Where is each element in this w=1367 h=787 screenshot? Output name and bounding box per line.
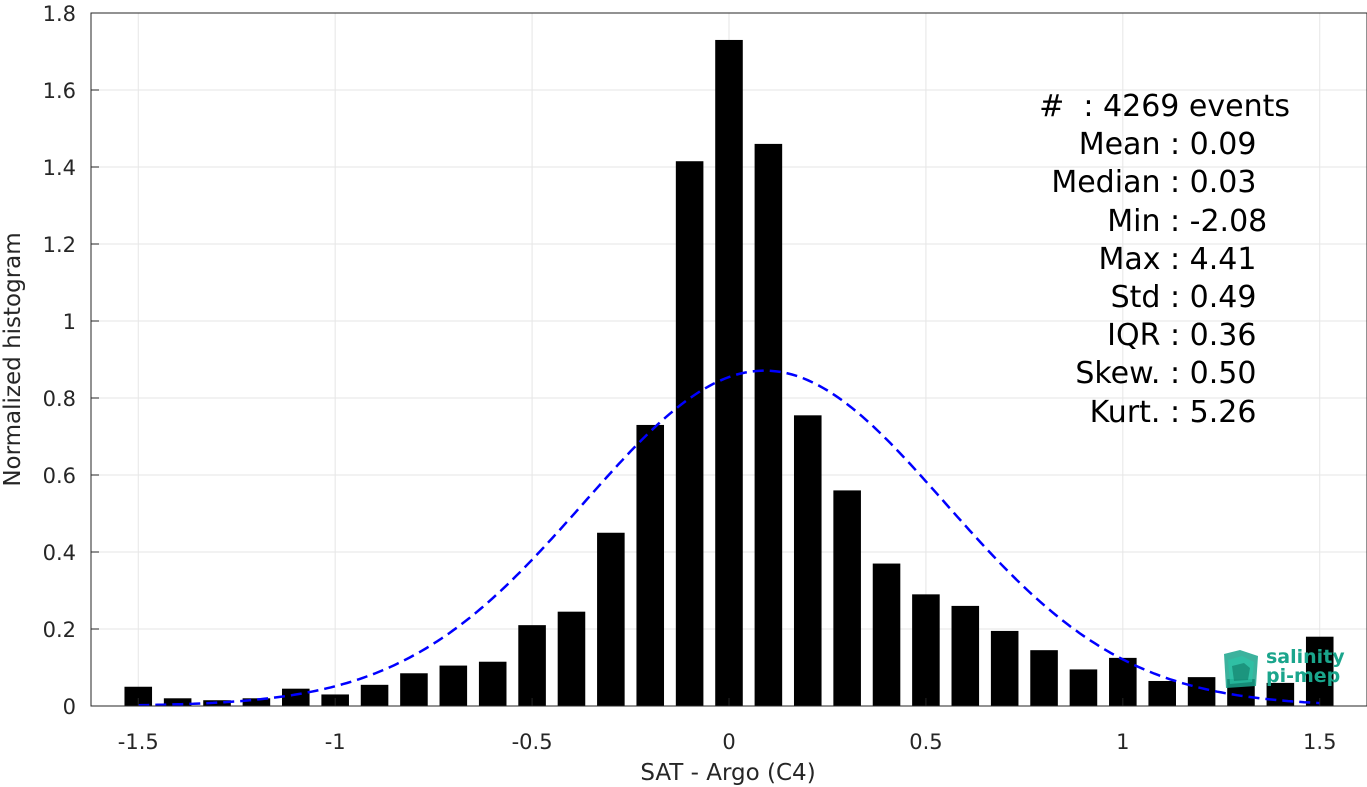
stat-value: : 4269 events: [1083, 89, 1290, 124]
stat-row-skew: Skew. : 0.50: [900, 355, 1290, 393]
axis-ticks: -1.5 -1 -0.5 0 0.5 1 1.5 0 0.2 0.4 0.6 0.8 1 1.2 1.4 1.…: [43, 2, 1337, 754]
stat-row-count: # : 4269 events: [900, 88, 1290, 126]
stat-row-mean: Mean : 0.09: [900, 126, 1290, 164]
histogram-bar: [557, 611, 586, 706]
stat-value: : 0.03: [1170, 165, 1257, 201]
y-tick-label: 0.6: [43, 464, 76, 488]
stat-value: : 0.50: [1170, 356, 1257, 392]
stat-row-max: Max : 4.41: [900, 241, 1290, 279]
x-tick-label: 0.5: [909, 730, 942, 754]
histogram-bar: [439, 665, 468, 706]
y-tick-label: 1.8: [43, 2, 76, 26]
histogram-bar: [242, 698, 271, 706]
stat-value: : 4.41: [1170, 241, 1257, 277]
stat-row-median: Median : 0.03: [900, 164, 1290, 202]
normal-fit-curve: [138, 369, 1320, 707]
stat-key: #: [1039, 89, 1084, 124]
stat-key: IQR: [1107, 318, 1170, 354]
logo-wave-icon: [1224, 650, 1258, 688]
logo-line1: salinity: [1266, 646, 1345, 668]
y-tick-label: 0: [63, 695, 76, 719]
logo-text: salinity pi-mep: [1266, 648, 1345, 686]
histogram-bar: [124, 686, 153, 706]
y-tick-label: 1.6: [43, 79, 76, 103]
statistics-panel: # : 4269 events Mean : 0.09 Median : 0.0…: [900, 88, 1290, 432]
histogram-bar: [518, 625, 546, 706]
histogram-bar: [282, 688, 310, 706]
y-tick-label: 1.2: [43, 233, 76, 257]
stat-value: : 5.26: [1170, 394, 1257, 430]
histogram-bar: [951, 605, 980, 706]
stat-row-std: Std : 0.49: [900, 279, 1290, 317]
x-tick-label: 0: [722, 730, 735, 754]
stat-row-iqr: IQR : 0.36: [900, 317, 1290, 355]
stat-value: : 0.36: [1170, 318, 1257, 354]
histogram-bar: [1305, 636, 1334, 706]
histogram-bar: [636, 424, 665, 706]
stat-key: Max: [1098, 241, 1170, 277]
x-tick-label: -0.5: [512, 730, 553, 754]
y-tick-label: 0.4: [43, 541, 76, 565]
stat-value: : -2.08: [1170, 203, 1268, 239]
histogram-bar: [1187, 677, 1216, 706]
stat-key: Skew.: [1075, 356, 1170, 392]
stat-key: Min: [1107, 203, 1170, 239]
histogram-bar: [400, 673, 428, 706]
histogram-bar: [872, 563, 901, 706]
stat-key: Kurt.: [1089, 394, 1170, 430]
stat-row-min: Min : -2.08: [900, 203, 1290, 241]
histogram-bar: [1030, 650, 1058, 706]
histogram-bar: [1148, 680, 1176, 706]
histogram-bar: [675, 161, 704, 707]
y-tick-label: 1.4: [43, 156, 76, 180]
histogram-bar: [1109, 657, 1137, 706]
stat-value: : 0.49: [1170, 280, 1257, 316]
histogram-bar: [833, 490, 861, 706]
histogram-bar: [793, 415, 822, 706]
y-axis-label: Normalized histogram: [0, 232, 26, 486]
histogram-bar: [478, 661, 507, 706]
stat-key: Mean: [1078, 127, 1170, 163]
bars: [124, 39, 1334, 707]
salinity-pimep-logo: salinity pi-mep: [1218, 646, 1353, 696]
x-tick-label: -1: [325, 730, 346, 754]
histogram-bar: [163, 698, 192, 706]
x-tick-label: -1.5: [118, 730, 159, 754]
stat-key: Median: [1051, 165, 1170, 201]
histogram-bar: [1069, 669, 1098, 706]
histogram-bar: [597, 532, 625, 706]
stat-key: Std: [1110, 280, 1170, 316]
histogram-bar: [754, 143, 783, 706]
histogram-bar: [990, 630, 1019, 706]
y-tick-label: 0.2: [43, 618, 76, 642]
y-tick-label: 1: [63, 310, 76, 334]
histogram-bar: [912, 594, 940, 706]
logo-line2: pi-mep: [1266, 665, 1341, 687]
stat-value: : 0.09: [1170, 127, 1257, 163]
histogram-bar: [360, 684, 389, 706]
stat-row-kurt: Kurt. : 5.26: [900, 394, 1290, 432]
x-tick-label: 1: [1116, 730, 1129, 754]
x-tick-label: 1.5: [1303, 730, 1336, 754]
x-axis-label: SAT - Argo (C4): [640, 760, 815, 786]
y-tick-label: 0.8: [43, 387, 76, 411]
